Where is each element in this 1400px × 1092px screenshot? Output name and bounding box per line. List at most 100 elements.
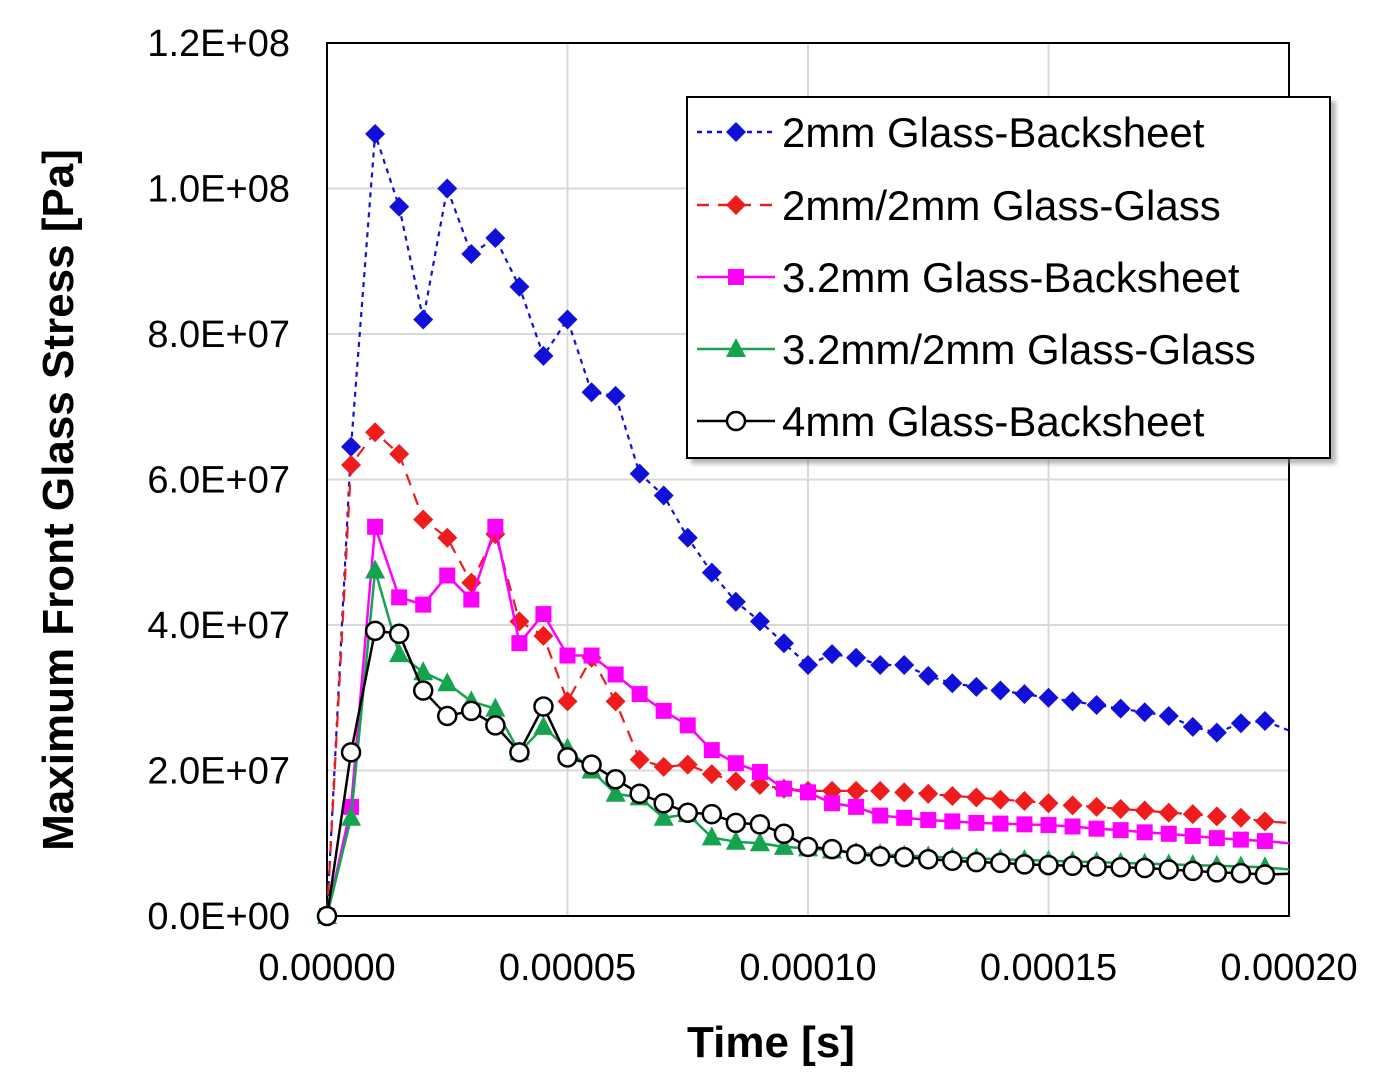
x-tick-label: 0.00015 bbox=[980, 947, 1117, 989]
data-point bbox=[968, 814, 985, 831]
data-point bbox=[389, 643, 410, 663]
data-point bbox=[413, 509, 434, 530]
data-point bbox=[701, 562, 722, 583]
data-point bbox=[869, 846, 891, 867]
data-point bbox=[773, 823, 795, 845]
data-point bbox=[894, 782, 915, 803]
data-point bbox=[1158, 802, 1179, 823]
data-point bbox=[1134, 702, 1155, 723]
legend-item: 3.2mm Glass-Backsheet bbox=[697, 254, 1240, 301]
data-point bbox=[412, 680, 434, 701]
legend-item: 4mm Glass-Backsheet bbox=[697, 398, 1205, 445]
data-point bbox=[605, 782, 626, 802]
data-point bbox=[1256, 833, 1273, 850]
data-point bbox=[1112, 822, 1129, 839]
data-point bbox=[1254, 864, 1276, 885]
data-point bbox=[1134, 800, 1155, 821]
legend-item: 2mm Glass-Backsheet bbox=[697, 109, 1205, 156]
data-point bbox=[533, 715, 554, 735]
data-point bbox=[845, 843, 867, 865]
data-point bbox=[461, 700, 482, 722]
data-point bbox=[367, 518, 384, 535]
y-tick-label: 1.2E+08 bbox=[147, 23, 290, 65]
x-tick-label: 0.00000 bbox=[258, 947, 395, 989]
data-point bbox=[701, 826, 722, 846]
data-point bbox=[822, 644, 843, 665]
data-point bbox=[389, 444, 410, 465]
y-tick-label: 2.0E+07 bbox=[147, 751, 290, 793]
data-point bbox=[535, 606, 552, 623]
data-point bbox=[990, 680, 1011, 701]
x-tick-label: 0.00010 bbox=[739, 947, 876, 989]
data-point bbox=[1230, 862, 1252, 884]
data-point bbox=[679, 717, 696, 734]
data-point bbox=[797, 836, 819, 858]
data-point bbox=[800, 784, 816, 801]
data-point bbox=[1182, 804, 1203, 825]
data-point bbox=[629, 783, 650, 805]
data-point bbox=[439, 567, 456, 584]
data-point bbox=[848, 798, 865, 815]
data-point bbox=[918, 665, 939, 686]
data-point bbox=[533, 625, 554, 646]
data-point bbox=[1158, 859, 1179, 880]
data-point bbox=[1254, 811, 1275, 832]
data-point bbox=[749, 611, 770, 632]
data-point bbox=[870, 655, 891, 676]
x-tick-label: 0.00020 bbox=[1220, 947, 1357, 989]
y-tick-label: 8.0E+07 bbox=[147, 314, 290, 356]
data-point bbox=[944, 813, 961, 830]
legend-swatch-marker bbox=[726, 338, 746, 357]
data-point bbox=[1160, 825, 1177, 842]
data-point bbox=[773, 835, 794, 855]
legend-item: 3.2mm/2mm Glass-Glass bbox=[697, 326, 1256, 373]
data-point bbox=[533, 345, 554, 366]
data-point bbox=[388, 623, 410, 644]
data-point bbox=[1040, 817, 1057, 834]
x-axis-ticks: 0.00000 0.00005 0.00010 0.00015 0.00020 bbox=[258, 947, 1357, 989]
legend-item: 2mm/2mm Glass-Glass bbox=[697, 182, 1221, 229]
data-point bbox=[581, 754, 602, 775]
data-point bbox=[846, 647, 867, 668]
data-point bbox=[533, 696, 554, 717]
data-point bbox=[1110, 857, 1131, 878]
data-point bbox=[389, 196, 410, 217]
data-point bbox=[461, 243, 482, 264]
data-point bbox=[751, 763, 768, 780]
data-point bbox=[1062, 691, 1083, 712]
data-point bbox=[918, 783, 939, 804]
data-point bbox=[1158, 705, 1179, 726]
data-point bbox=[485, 715, 506, 736]
data-point bbox=[437, 527, 458, 548]
data-point bbox=[1062, 855, 1083, 877]
data-point bbox=[749, 775, 770, 796]
data-point bbox=[798, 655, 818, 676]
legend-swatch-marker bbox=[726, 195, 746, 215]
data-point bbox=[821, 838, 843, 860]
y-tick-label: 0.0E+00 bbox=[147, 896, 290, 938]
data-point bbox=[607, 666, 624, 683]
legend-swatch-marker bbox=[725, 410, 747, 432]
data-point bbox=[942, 850, 963, 871]
data-point bbox=[509, 742, 530, 763]
data-point bbox=[773, 633, 794, 654]
data-point bbox=[511, 635, 528, 652]
data-point bbox=[775, 780, 792, 797]
data-point bbox=[1086, 796, 1107, 817]
data-point bbox=[413, 309, 434, 330]
series-3 bbox=[319, 518, 1290, 924]
data-point bbox=[1230, 713, 1251, 734]
data-point bbox=[727, 755, 744, 772]
data-point bbox=[918, 849, 939, 870]
data-point bbox=[581, 382, 602, 403]
data-point bbox=[1038, 854, 1059, 876]
data-point bbox=[701, 803, 723, 825]
data-point bbox=[605, 691, 626, 712]
data-point bbox=[896, 809, 913, 826]
data-point bbox=[1136, 824, 1153, 841]
data-point bbox=[341, 806, 362, 826]
data-point bbox=[1014, 854, 1035, 875]
data-point bbox=[872, 807, 889, 824]
legend-label: 3.2mm Glass-Backsheet bbox=[782, 254, 1240, 301]
